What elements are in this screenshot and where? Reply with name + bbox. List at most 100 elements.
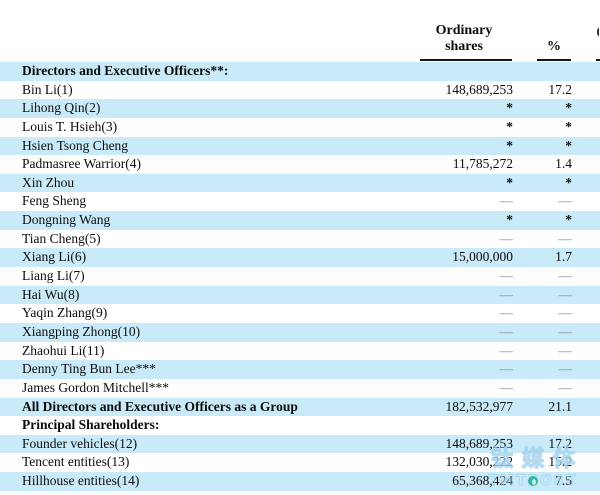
row-shares-value: — — [499, 268, 514, 284]
row-shares-value: 148,689,253 — [445, 435, 514, 451]
row-label: Xiang Li(6) — [22, 249, 87, 265]
row-label: Feng Sheng — [22, 193, 87, 209]
row-percent-value: — — [558, 286, 573, 302]
row-shares-value: * — [506, 118, 513, 134]
table-row: Padmasree Warrior(4) 11,785,272 1.4 — [0, 155, 600, 174]
row-shares-value: 182,532,977 — [445, 398, 514, 414]
row-percent-value: 1.7 — [555, 249, 572, 265]
table-row: Xiangping Zhong(10) — — — [0, 322, 600, 342]
row-shares-value: 148,689,253 — [445, 81, 514, 97]
row-label: Xiangping Zhong(10) — [22, 323, 141, 339]
table-row: Xiang Li(6) 15,000,000 1.7 — [0, 248, 600, 268]
row-percent-value: 15.2 — [548, 454, 572, 470]
row-label: Liang Li(7) — [22, 268, 85, 284]
table-row: Tencent entities(13) 132,030,222 15.2 — [0, 453, 600, 472]
table-row: All Directors and Executive Officers as … — [0, 397, 600, 417]
row-shares-value: — — [499, 230, 514, 246]
table-row: Directors and Executive Officers**: — [0, 62, 600, 81]
cutoff-next-column-glyph — [597, 28, 600, 36]
row-shares-value: * — [506, 174, 513, 190]
row-label: Founder vehicles(12) — [22, 435, 138, 451]
row-percent-value: * — [565, 212, 572, 228]
table-row: Hai Wu(8) — — — [0, 285, 600, 305]
column-header-percent: % — [547, 39, 561, 54]
row-shares-value: 132,030,222 — [445, 454, 514, 470]
row-label: Lihong Qin(2) — [22, 100, 101, 116]
column-header-line1: Ordinary — [435, 23, 493, 38]
row-percent-value: — — [558, 305, 573, 321]
row-label: Denny Ting Bun Lee*** — [22, 361, 156, 377]
row-percent-value: * — [565, 137, 572, 153]
row-label: Louis T. Hsieh(3) — [22, 118, 118, 134]
column-header-ordinary-shares: Ordinary shares — [416, 23, 512, 55]
row-label: Tencent entities(13) — [22, 454, 130, 470]
row-percent-value: — — [558, 193, 573, 209]
table-row: Hillhouse entities(14) 65,368,424 7.5 — [0, 472, 600, 491]
shares-column-rule — [420, 59, 512, 61]
row-percent-value: 1.4 — [555, 156, 572, 172]
row-label: Hsien Tsong Cheng — [22, 137, 129, 153]
row-shares-value: * — [506, 100, 513, 116]
row-label: Yaqin Zhang(9) — [22, 305, 108, 321]
row-percent-value: 17.2 — [548, 435, 572, 451]
table-row: Dongning Wang * * — [0, 211, 600, 230]
row-shares-value: — — [499, 305, 514, 321]
row-percent-value: — — [558, 268, 573, 284]
row-shares-value: 15,000,000 — [452, 249, 513, 265]
table-row: Bin Li(1) 148,689,253 17.2 — [0, 81, 600, 100]
row-percent-value: — — [558, 323, 573, 339]
row-percent-value — [528, 62, 572, 81]
row-label: Padmasree Warrior(4) — [22, 156, 141, 172]
row-percent-value: — — [558, 342, 573, 358]
row-label: Tian Cheng(5) — [22, 230, 101, 246]
row-label: Xin Zhou — [22, 174, 75, 190]
table-row: Liang Li(7) — — — [0, 267, 600, 286]
row-shares-value: — — [499, 361, 514, 377]
row-shares-value: * — [506, 137, 513, 153]
row-shares-value: — — [499, 286, 514, 302]
row-shares-value: 65,368,424 — [452, 473, 513, 489]
table-row: Founder vehicles(12) 148,689,253 17.2 — [0, 434, 600, 454]
row-shares-value: — — [499, 379, 514, 395]
table-row: Hsien Tsong Cheng * * — [0, 136, 600, 156]
row-label: Zhaohui Li(11) — [22, 342, 105, 358]
row-percent-value — [528, 416, 572, 435]
row-label: James Gordon Mitchell*** — [22, 379, 169, 395]
table-row: Yaqin Zhang(9) — — — [0, 304, 600, 323]
row-label: All Directors and Executive Officers as … — [22, 398, 298, 414]
table-row: Lihong Qin(2) * * — [0, 99, 600, 118]
row-label: Dongning Wang — [22, 212, 111, 228]
row-percent-value: 17.2 — [548, 81, 572, 97]
row-label: Principal Shareholders: — [22, 417, 160, 433]
table-row: Louis T. Hsieh(3) * * — [0, 118, 600, 137]
table-row: Tian Cheng(5) — — — [0, 230, 600, 249]
row-shares-value — [393, 62, 513, 81]
table-row: Xin Zhou * * — [0, 173, 600, 193]
table-row: Zhaohui Li(11) — — — [0, 342, 600, 361]
row-percent-value: 7.5 — [555, 473, 572, 489]
row-shares-value: * — [506, 212, 513, 228]
row-percent-value: — — [558, 230, 573, 246]
row-label: Hillhouse entities(14) — [22, 473, 140, 489]
row-percent-value: * — [565, 174, 572, 190]
row-percent-value: * — [565, 100, 572, 116]
row-shares-value: — — [499, 342, 514, 358]
row-label: Bin Li(1) — [22, 81, 73, 97]
row-label: Directors and Executive Officers**: — [22, 63, 229, 78]
table-row: James Gordon Mitchell*** — — — [0, 379, 600, 398]
row-percent-value: — — [558, 379, 573, 395]
table-row: Principal Shareholders: — [0, 416, 600, 435]
percent-column-rule — [537, 59, 571, 61]
row-shares-value: 11,785,272 — [452, 156, 513, 172]
row-shares-value: — — [499, 193, 514, 209]
table-rows: Directors and Executive Officers**: Bin L… — [0, 62, 600, 491]
row-percent-value: — — [558, 361, 573, 377]
table-row: Feng Sheng — — — [0, 192, 600, 211]
row-label: Hai Wu(8) — [22, 286, 80, 302]
row-shares-value: — — [499, 323, 514, 339]
cutoff-next-column-rule — [596, 59, 600, 61]
row-percent-value: 21.1 — [548, 398, 572, 414]
row-shares-value — [393, 416, 513, 435]
row-percent-value: * — [565, 118, 572, 134]
